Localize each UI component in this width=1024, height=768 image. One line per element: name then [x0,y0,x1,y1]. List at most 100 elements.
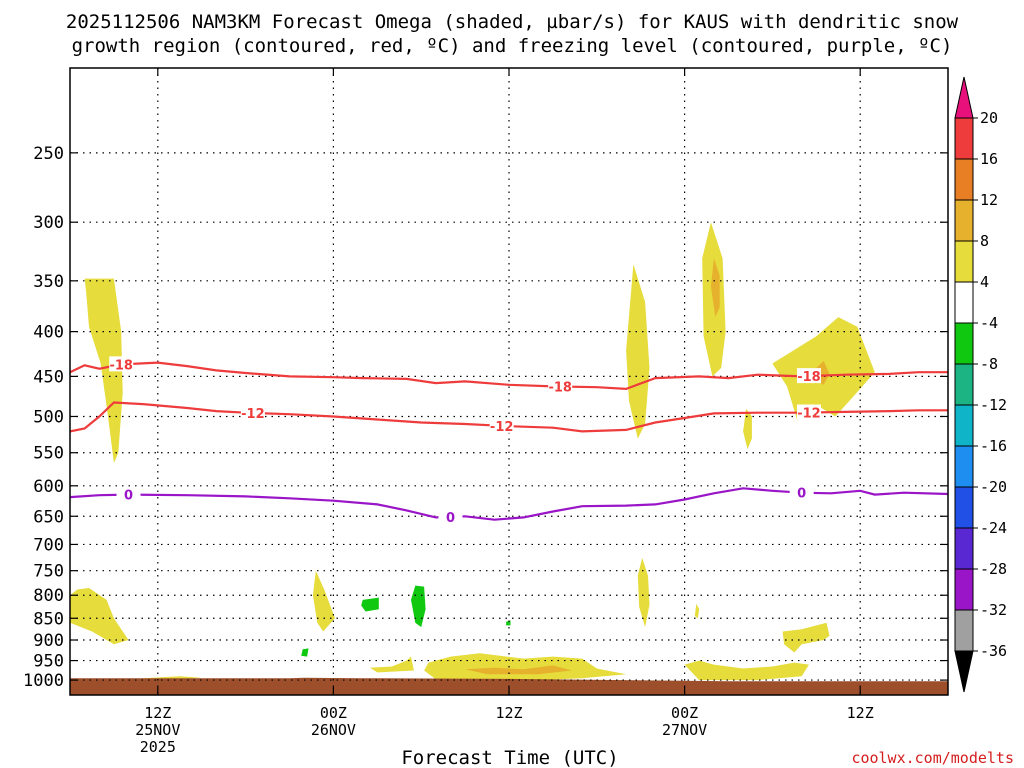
colorbar-label-9: -20 [980,478,1007,496]
omega-region-upper-left-updraft [84,278,123,463]
colorbar-bottom-arrow [954,650,974,693]
contour-label-bg [489,417,514,433]
x-tick-label-42-2: 27NOV [662,721,707,739]
colorbar-segment-3 [954,240,974,283]
contour-label-bg [109,356,134,372]
contour-label-0-1: -18 [548,381,572,396]
chart-title-line1: 2025112506 NAM3KM Forecast Omega (shaded… [66,11,959,33]
omega-region-upper-right-plume-b-core [710,258,720,318]
y-tick-label-750: 750 [33,562,64,582]
colorbar-top-arrow [954,76,974,119]
omega-region-small-upper-right [743,408,752,450]
contour-label-bg [796,368,821,384]
colorbar-label-3: 8 [980,232,989,250]
y-tick-label-400: 400 [33,323,64,343]
plot-area: -18 -18 -18 -12 -12 -12 0 0 0 [69,67,949,696]
y-tick-label-650: 650 [33,507,64,527]
x-tick-label-18-2: 26NOV [311,721,356,739]
x-tick-label-6-2: 25NOV [135,721,180,739]
colorbar-segment-9 [954,486,974,529]
y-tick-label-250: 250 [33,144,64,164]
y-tick-label-700: 700 [33,535,64,555]
colorbar-label-12: -32 [980,601,1007,619]
contour-label-bg [789,484,814,500]
omega-region-low-mid-green-d [506,620,511,626]
colorbar-label-4: 4 [980,273,989,291]
colorbar-segment-1 [954,158,974,201]
y-tick-label-850: 850 [33,609,64,629]
colorbar-label-8: -16 [980,437,1007,455]
omega-region-low-right-thin-b [694,603,700,619]
contour-label-bg [548,378,573,394]
colorbar-segment-4 [954,281,974,324]
y-tick-label-900: 900 [33,631,64,651]
contour-line-0 [70,361,948,391]
y-tick-label-300: 300 [33,213,64,233]
contour-label-2-1: 0 [446,511,455,526]
colorbar-label-6: -8 [980,355,998,373]
y-tick-label-600: 600 [33,477,64,497]
colorbar-label-7: -12 [980,396,1007,414]
omega-region-low-left [70,588,129,645]
colorbar-label-11: -28 [980,560,1007,578]
y-tick-label-500: 500 [33,407,64,427]
contour-label-bg [240,404,265,420]
x-tick-label-30-1: 12Z [495,704,522,722]
colorbar: 20 16 12 8 4 -4 -8 -12 -16 -20 -24 -28 -32 -36 [954,76,1007,693]
colorbar-label-10: -24 [980,519,1007,537]
colorbar-segment-6 [954,363,974,406]
omega-region-low-mid-a [312,570,335,632]
x-tick-label-54-1: 12Z [847,704,874,722]
contour-label-bg [796,404,821,420]
contour-label-0-2: -18 [797,370,821,385]
omega-region-low-mid-green-c [301,648,309,657]
y-tick-label-550: 550 [33,444,64,464]
colorbar-segment-5 [954,322,974,365]
x-tick-label-42-1: 00Z [671,704,698,722]
colorbar-segment-0 [954,117,974,160]
contour-label-0-0: -18 [109,358,133,373]
colorbar-label-1: 16 [980,150,998,168]
y-tick-label-950: 950 [33,652,64,672]
omega-region-low-mid-large-core [465,665,572,675]
y-tick-label-450: 450 [33,367,64,387]
colorbar-label-2: 12 [980,191,998,209]
y-tick-label-1000: 1000 [23,671,64,691]
contour-line-2 [70,487,948,521]
y-tick-label-350: 350 [33,272,64,292]
x-tick-label-18-1: 00Z [320,704,347,722]
colorbar-segment-10 [954,527,974,570]
contour-label-bg [116,486,141,502]
credit-text: coolwx.com/modelts [851,749,1014,767]
omega-region-low-mid-large [424,653,627,681]
omega-region-low-mid-green-a [361,597,379,612]
x-tick-label-6-1: 12Z [144,704,171,722]
contour-label-1-2: -12 [797,407,821,422]
y-tick-label-800: 800 [33,586,64,606]
colorbar-segment-2 [954,199,974,242]
x-axis-label: Forecast Time (UTC) [401,747,618,768]
contour-label-1-0: -12 [241,407,265,422]
omega-region-low-right-upper [782,622,830,653]
x-tick-label-6-3: 2025 [140,738,176,756]
colorbar-label-5: -4 [980,314,998,332]
omega-region-upper-right-plume-a [626,264,650,439]
contour-label-2-0: 0 [124,489,133,504]
y-axis: 2503003504004505005506006507007508008509… [23,144,948,691]
colorbar-label-0: 20 [980,109,998,127]
colorbar-segment-8 [954,445,974,488]
chart-title-line2: growth region (contoured, red, ºC) and f… [72,35,953,57]
colorbar-segment-12 [954,609,974,652]
colorbar-segment-11 [954,568,974,611]
contour-label-bg [438,508,463,524]
colorbar-segment-7 [954,404,974,447]
plot-inner: -18 -18 -18 -12 -12 -12 0 0 0 [70,68,948,695]
contour-label-2-2: 0 [797,487,806,502]
colorbar-label-13: -36 [980,642,1007,660]
omega-region-low-mid-green-b [411,585,426,628]
omega-region-low-right-base [684,660,809,681]
contour-line-1 [70,401,948,433]
omega-region-low-right-thin-a [637,557,650,628]
